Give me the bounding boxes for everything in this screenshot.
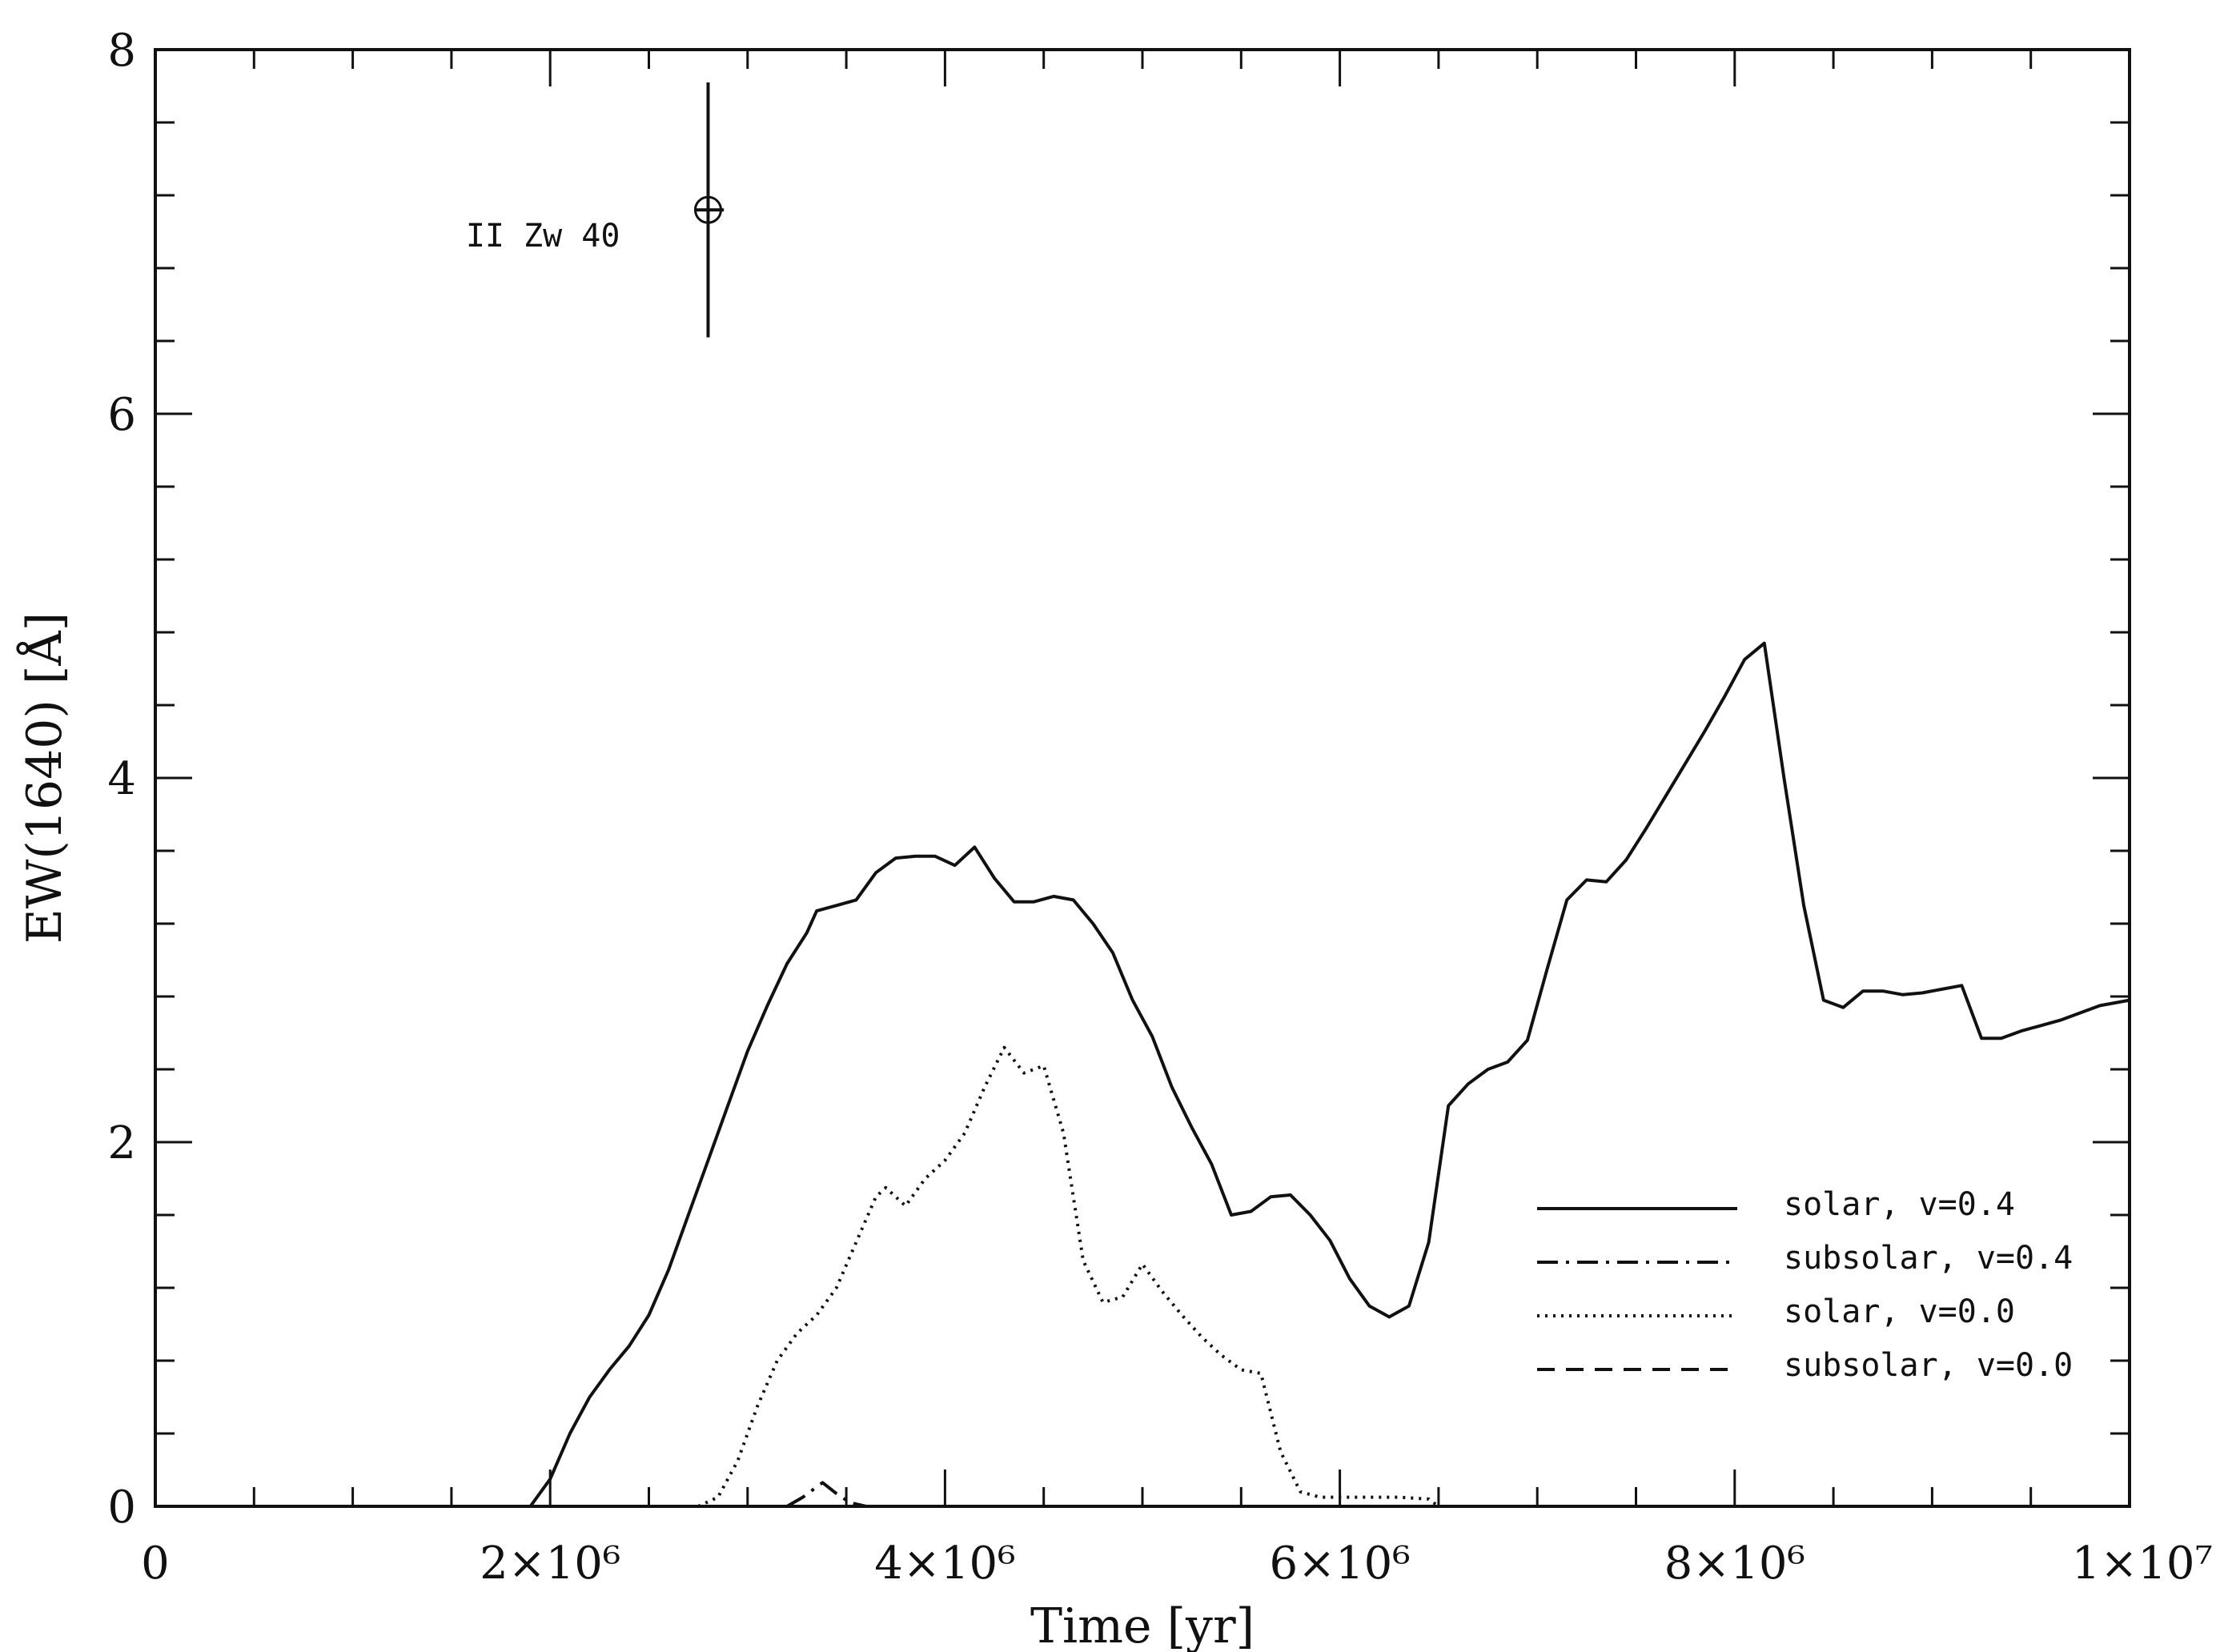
x-tick-label: 4×10⁶ [874,1538,1015,1590]
plot-frame [154,48,2131,1508]
y-tick-label: 2 [107,1117,136,1169]
y-tick-label: 0 [107,1482,136,1534]
x-tick-label: 8×10⁶ [1664,1538,1805,1590]
series-line-dotted [697,1045,1440,1508]
y-tick-label: 6 [107,389,136,441]
x-tick-label: 1×10⁷ [2072,1538,2213,1590]
annotation-layer: II Zw 40 [466,82,725,338]
x-tick-label: 6×10⁶ [1269,1538,1410,1590]
series-line-dashdot [786,1481,867,1508]
legend-label: subsolar, v=0.0 [1784,1347,2073,1384]
data-point-marker [693,195,722,224]
legend: solar, v=0.4 subsolar, v=0.4 solar, v=0.0 s… [1537,1186,2073,1384]
y-tick-label: 4 [107,753,136,805]
series-line-solid [528,641,2130,1508]
legend-label: solar, v=0.0 [1784,1293,2015,1330]
y-tick-label: 8 [107,25,136,77]
axis-ticks [154,48,2131,1508]
x-tick-label: 2×10⁶ [480,1538,620,1590]
series-layer [528,641,2130,1508]
tick-labels: 0 2×10⁶ 4×10⁶ 6×10⁶ 8×10⁶ 1×10⁷ 0 2 4 6 8 [107,25,2213,1590]
annotation-label: II Zw 40 [466,218,620,255]
y-axis-label: EW(1640) [Å] [16,612,73,944]
legend-label: solar, v=0.4 [1784,1186,2015,1223]
x-tick-label: 0 [141,1538,170,1590]
legend-label: subsolar, v=0.4 [1784,1240,2073,1277]
x-axis-label: Time [yr] [1030,1598,1255,1652]
